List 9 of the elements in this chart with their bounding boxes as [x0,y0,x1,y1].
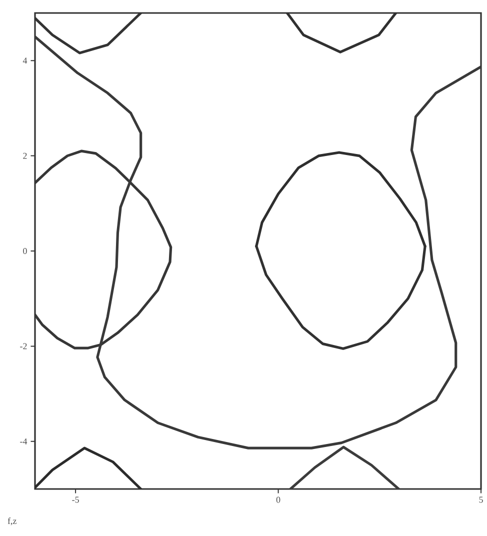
x-tick-label: 5 [480,496,484,503]
x-tick-label: -5 [72,496,80,503]
y-tick-label: -4 [20,438,28,444]
y-tick-label: 4 [23,58,28,64]
y-tick-label: 0 [23,248,28,254]
y-tick-label: -2 [20,343,27,350]
x-tick-label: 0 [276,496,280,503]
y-tick-label: 2 [23,152,27,159]
text: f,z [8,518,17,526]
